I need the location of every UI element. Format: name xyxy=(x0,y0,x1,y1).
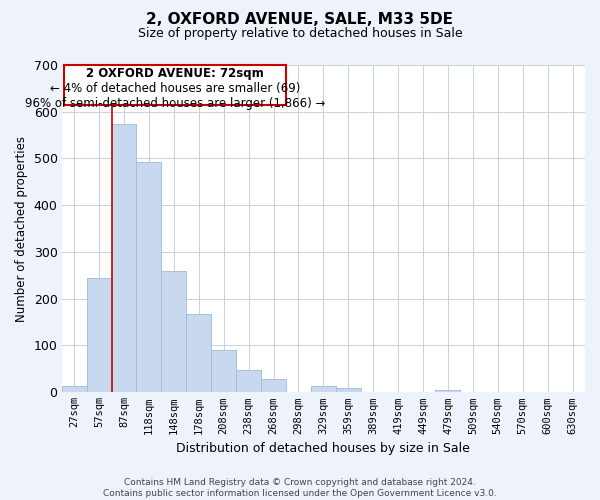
Bar xyxy=(211,350,236,392)
Text: Size of property relative to detached houses in Sale: Size of property relative to detached ho… xyxy=(137,28,463,40)
Bar xyxy=(161,272,187,392)
Bar xyxy=(62,386,86,392)
Bar xyxy=(311,386,336,392)
Text: ← 4% of detached houses are smaller (69): ← 4% of detached houses are smaller (69) xyxy=(50,82,300,95)
Bar xyxy=(187,314,211,392)
Bar xyxy=(236,370,261,392)
Bar xyxy=(136,162,161,392)
Bar xyxy=(336,388,361,392)
Text: 2 OXFORD AVENUE: 72sqm: 2 OXFORD AVENUE: 72sqm xyxy=(86,67,264,80)
X-axis label: Distribution of detached houses by size in Sale: Distribution of detached houses by size … xyxy=(176,442,470,455)
Bar xyxy=(86,278,112,392)
Bar xyxy=(112,124,136,392)
Bar xyxy=(436,390,460,392)
Y-axis label: Number of detached properties: Number of detached properties xyxy=(15,136,28,322)
Text: 2, OXFORD AVENUE, SALE, M33 5DE: 2, OXFORD AVENUE, SALE, M33 5DE xyxy=(146,12,454,28)
Text: Contains HM Land Registry data © Crown copyright and database right 2024.
Contai: Contains HM Land Registry data © Crown c… xyxy=(103,478,497,498)
Text: 96% of semi-detached houses are larger (1,866) →: 96% of semi-detached houses are larger (… xyxy=(25,97,325,110)
Bar xyxy=(261,380,286,392)
